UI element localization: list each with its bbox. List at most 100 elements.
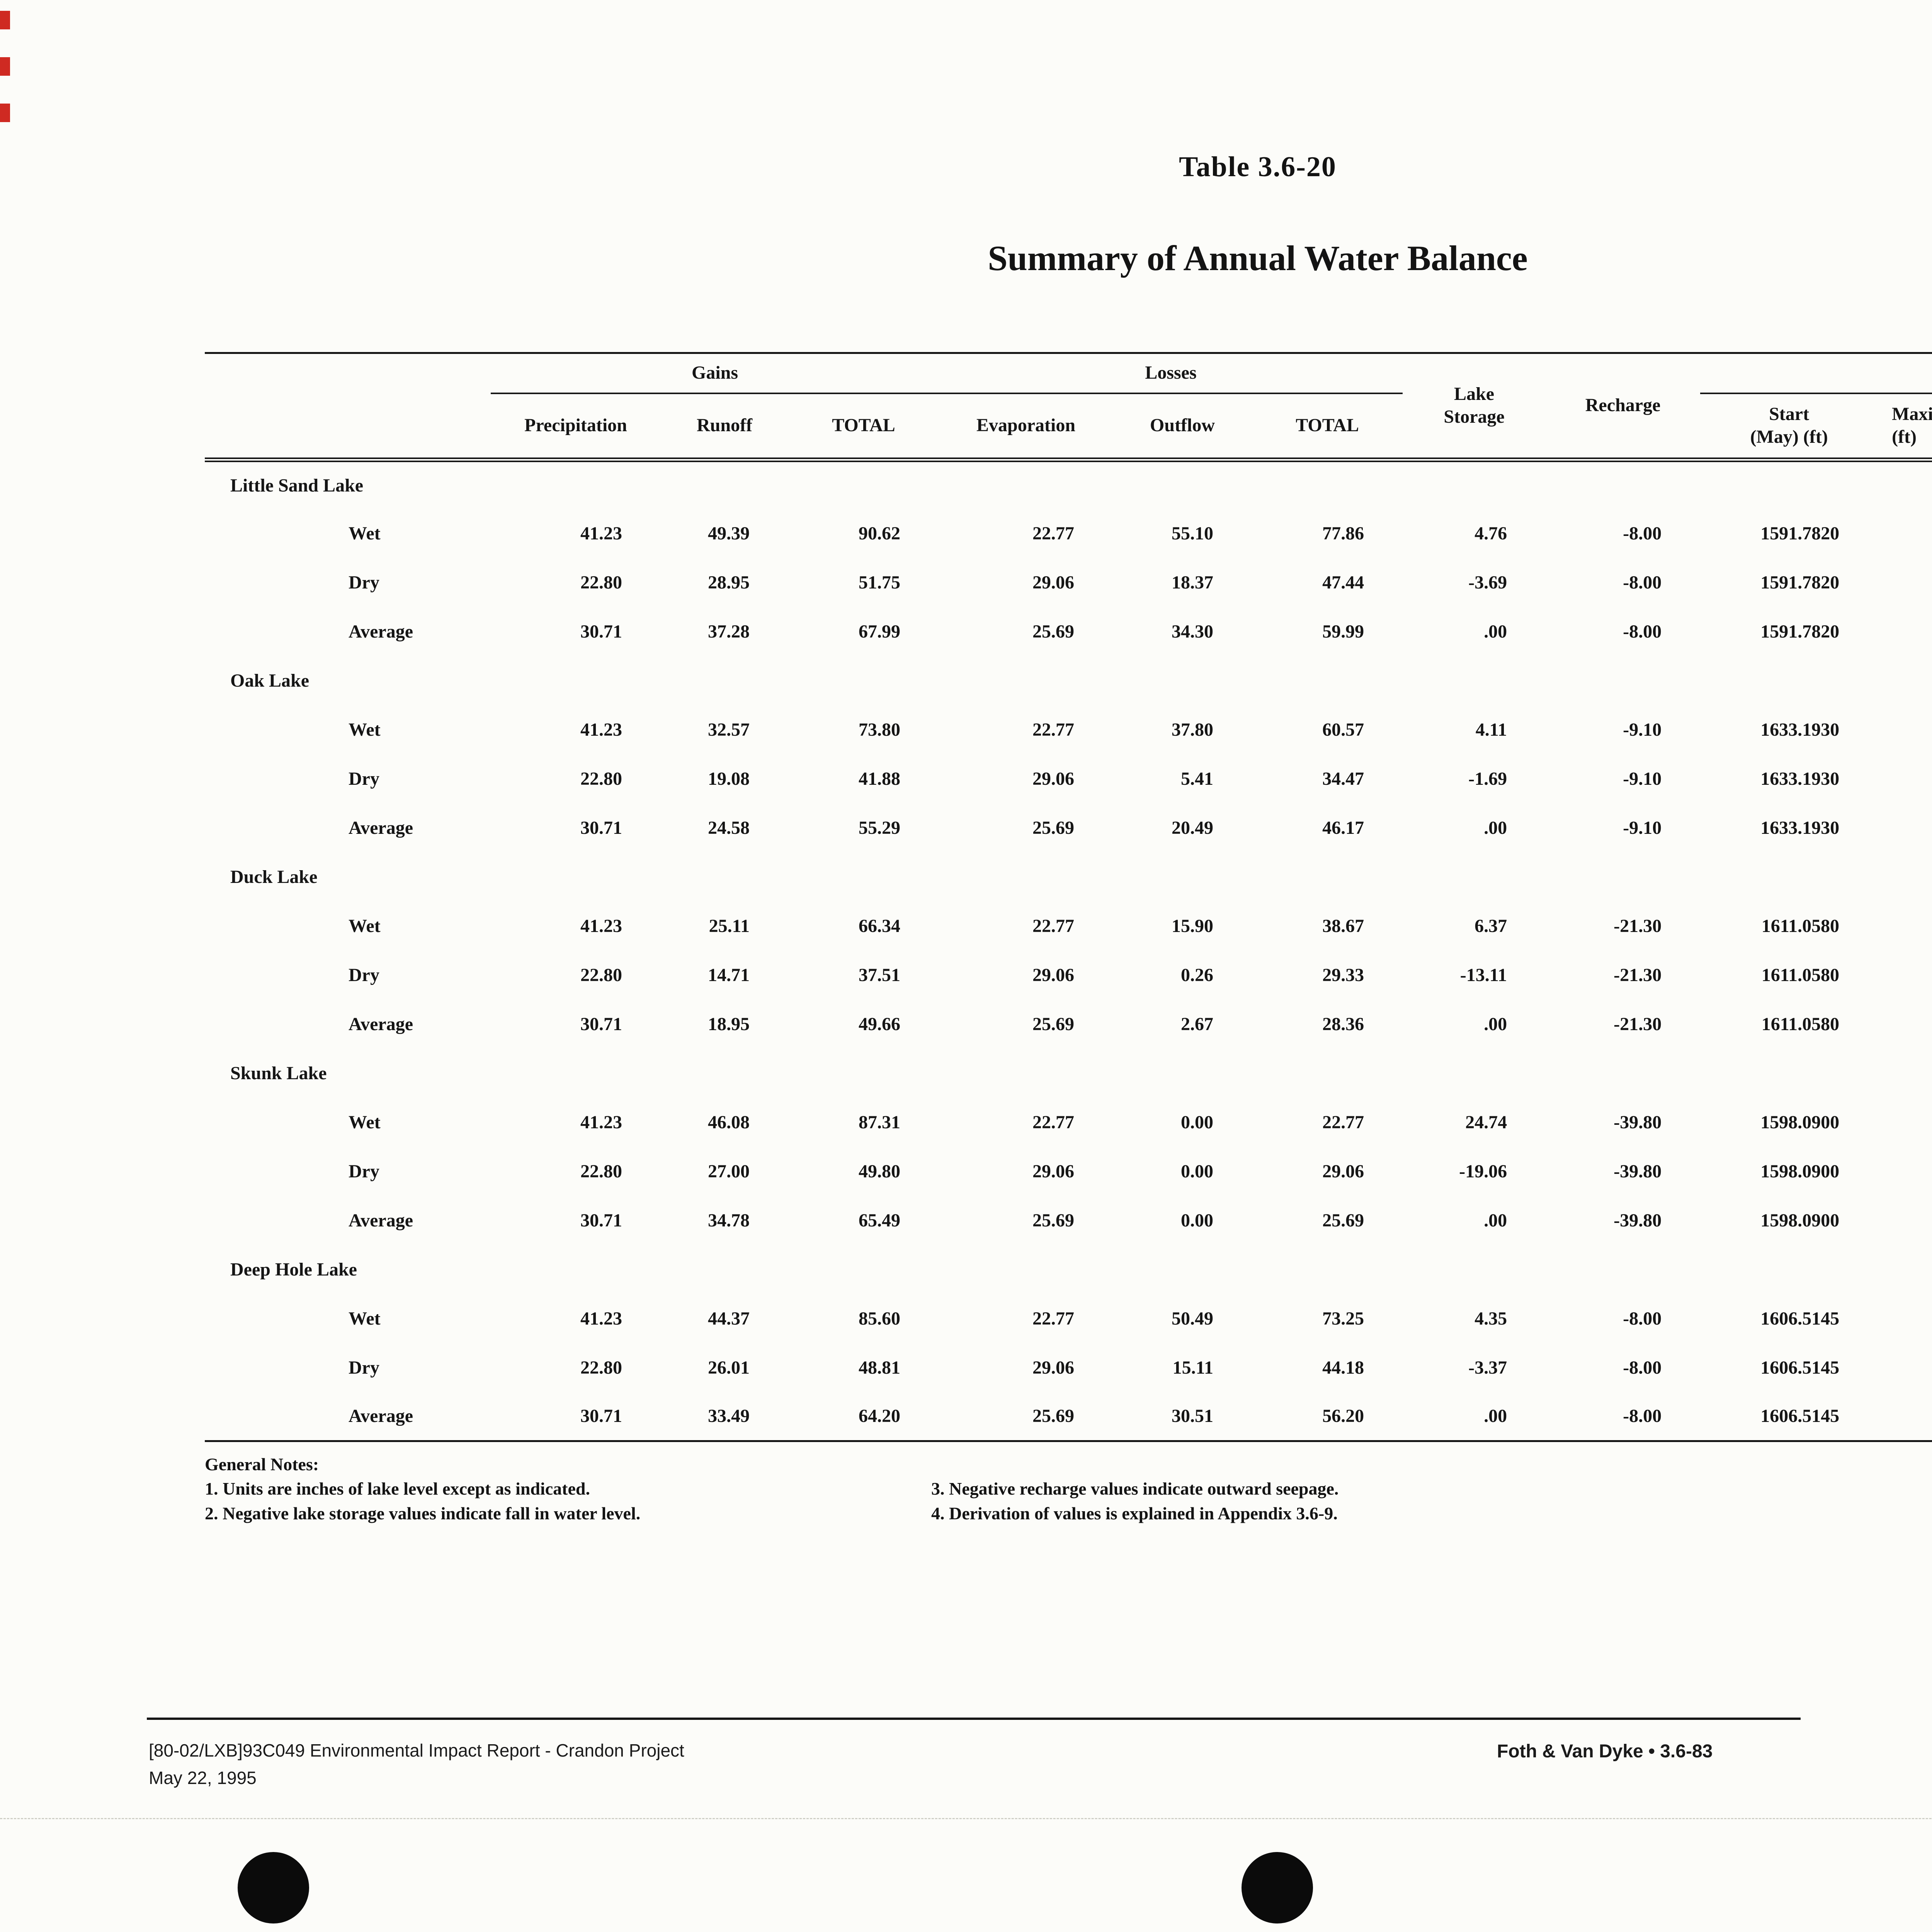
value-cell: -3.69 [1468,572,1507,593]
note-2: 2. Negative lake storage values indicate… [205,1503,641,1523]
value-cell: 29.06 [1032,1161,1075,1182]
column-header-row: Precipitation Runoff TOTAL Evaporation O… [205,393,1932,462]
value-cell: 85.60 [859,1308,901,1329]
value-cell: -39.80 [1614,1210,1662,1231]
value-cell: 18.37 [1172,572,1214,593]
data-row: Average 30.71 34.78 65.49 25.69 0.00 25.69 .00 -… [205,1196,1932,1245]
value-cell: 29.06 [1032,768,1075,789]
value-cell: -8.00 [1623,1406,1662,1427]
value-cell: 30.71 [580,817,622,838]
value-cell: 51.75 [859,572,901,593]
value-cell: 34.78 [708,1210,750,1231]
value-cell: 1598.3 [1878,1196,1932,1245]
scenario-label: Wet [349,1308,381,1329]
data-row: Average 30.71 24.58 55.29 25.69 20.49 46.17 .00… [205,803,1932,852]
value-cell: -8.00 [1623,1308,1662,1329]
value-cell: 25.69 [1032,817,1075,838]
notes-heading: General Notes: [205,1454,319,1474]
value-cell: 41.23 [580,1112,622,1133]
table-body: Little Sand Lake Wet 41.23 49.39 90.62 22.77 5… [205,460,1932,1441]
value-cell: 41.88 [859,768,901,789]
value-cell: 1598.0900 [1760,1161,1840,1182]
scenario-label: Wet [349,523,381,544]
lake-name: Little Sand Lake [230,475,364,496]
data-row: Average 30.71 37.28 67.99 25.69 34.30 59.99 .00… [205,607,1932,656]
red-edge-mark [0,11,10,29]
scenario-label: Dry [349,1357,379,1378]
value-cell: 25.69 [1032,621,1075,642]
value-cell: 22.77 [1032,915,1075,936]
value-cell: 4.11 [1475,719,1507,740]
group-lake-level: Lake Level [1700,353,1932,394]
value-cell: 1591.8 [1878,558,1932,607]
scenario-label: Wet [349,915,381,936]
column-header-outflow: Outflow [1113,393,1252,462]
value-cell: 1599.7 [1878,1098,1932,1147]
value-cell: 48.81 [859,1357,901,1378]
value-cell: .00 [1484,1406,1507,1427]
value-cell: 22.80 [580,1161,622,1182]
value-cell: 24.74 [1465,1112,1507,1133]
value-cell: 25.69 [1322,1210,1364,1231]
value-cell: 41.23 [580,523,622,544]
scenario-label: Dry [349,572,379,593]
corner-cell [205,353,491,462]
value-cell: 29.06 [1032,1357,1075,1378]
value-cell: 49.66 [859,1014,901,1034]
value-cell: 38.67 [1322,915,1364,936]
value-cell: 1606.5145 [1760,1357,1840,1378]
data-row: Dry 22.80 27.00 49.80 29.06 0.00 29.06 -19.06 -3… [205,1147,1932,1196]
value-cell: 2.67 [1181,1014,1214,1034]
value-cell: 44.37 [708,1308,750,1329]
value-cell: .00 [1484,1210,1507,1231]
red-edge-mark [0,104,10,122]
scenario-label: Dry [349,768,379,789]
footer-rule [147,1718,1801,1720]
lake-section-row: Duck Lake [205,852,1932,901]
group-losses: Losses [939,353,1403,394]
value-cell: 29.06 [1322,1161,1364,1182]
value-cell: 55.29 [859,817,901,838]
value-cell: 46.17 [1322,817,1364,838]
value-cell: 18.95 [708,1014,750,1034]
data-row: Dry 22.80 28.95 51.75 29.06 18.37 47.44 -3.69 -8… [205,558,1932,607]
value-cell: 4.35 [1475,1308,1507,1329]
document-date: May 22, 1995 [149,1768,257,1788]
column-header-lake-storage: Lake Storage [1403,353,1546,462]
value-cell: 87.31 [859,1112,901,1133]
group-gains: Gains [491,353,939,394]
lake-section-row: Oak Lake [205,656,1932,705]
value-cell: 1606.5 [1878,1343,1932,1392]
note-1: 1. Units are inches of lake level except… [205,1479,590,1499]
value-cell: 1598.1 [1878,1147,1932,1196]
value-cell: 5.41 [1181,768,1214,789]
value-cell: 55.10 [1172,523,1214,544]
value-cell: 47.44 [1322,572,1364,593]
scenario-label: Average [349,817,413,838]
value-cell: 1598.0900 [1760,1112,1840,1133]
value-cell: 59.99 [1322,621,1364,642]
hole-punch [238,1852,309,1923]
data-row: Wet 41.23 49.39 90.62 22.77 55.10 77.86 4.76 -8.… [205,509,1932,558]
value-cell: 30.51 [1172,1406,1214,1427]
lake-name: Duck Lake [230,866,318,887]
scenario-label: Wet [349,719,381,740]
column-header-gains-total: TOTAL [788,393,939,462]
value-cell: 22.77 [1032,1112,1075,1133]
hole-punch [1242,1852,1313,1923]
value-cell: 30.71 [580,621,622,642]
column-header-maximum: Maximum (ft) [1878,393,1932,462]
value-cell: 4.76 [1475,523,1507,544]
general-notes: General Notes: 1. Units are inches of la… [205,1452,1932,1526]
value-cell: 1591.7820 [1760,523,1840,544]
value-cell: 22.80 [580,1357,622,1378]
data-row: Average 30.71 18.95 49.66 25.69 2.67 28.36 .00 -… [205,1000,1932,1049]
data-row: Dry 22.80 26.01 48.81 29.06 15.11 44.18 -3.37 -8… [205,1343,1932,1392]
value-cell: 1633.4 [1878,803,1932,852]
value-cell: -21.30 [1614,964,1662,985]
value-cell: 1611.7 [1878,901,1932,951]
value-cell: 19.08 [708,768,750,789]
value-cell: .00 [1484,1014,1507,1034]
value-cell: 1633.6 [1878,705,1932,754]
value-cell: 41.23 [580,915,622,936]
